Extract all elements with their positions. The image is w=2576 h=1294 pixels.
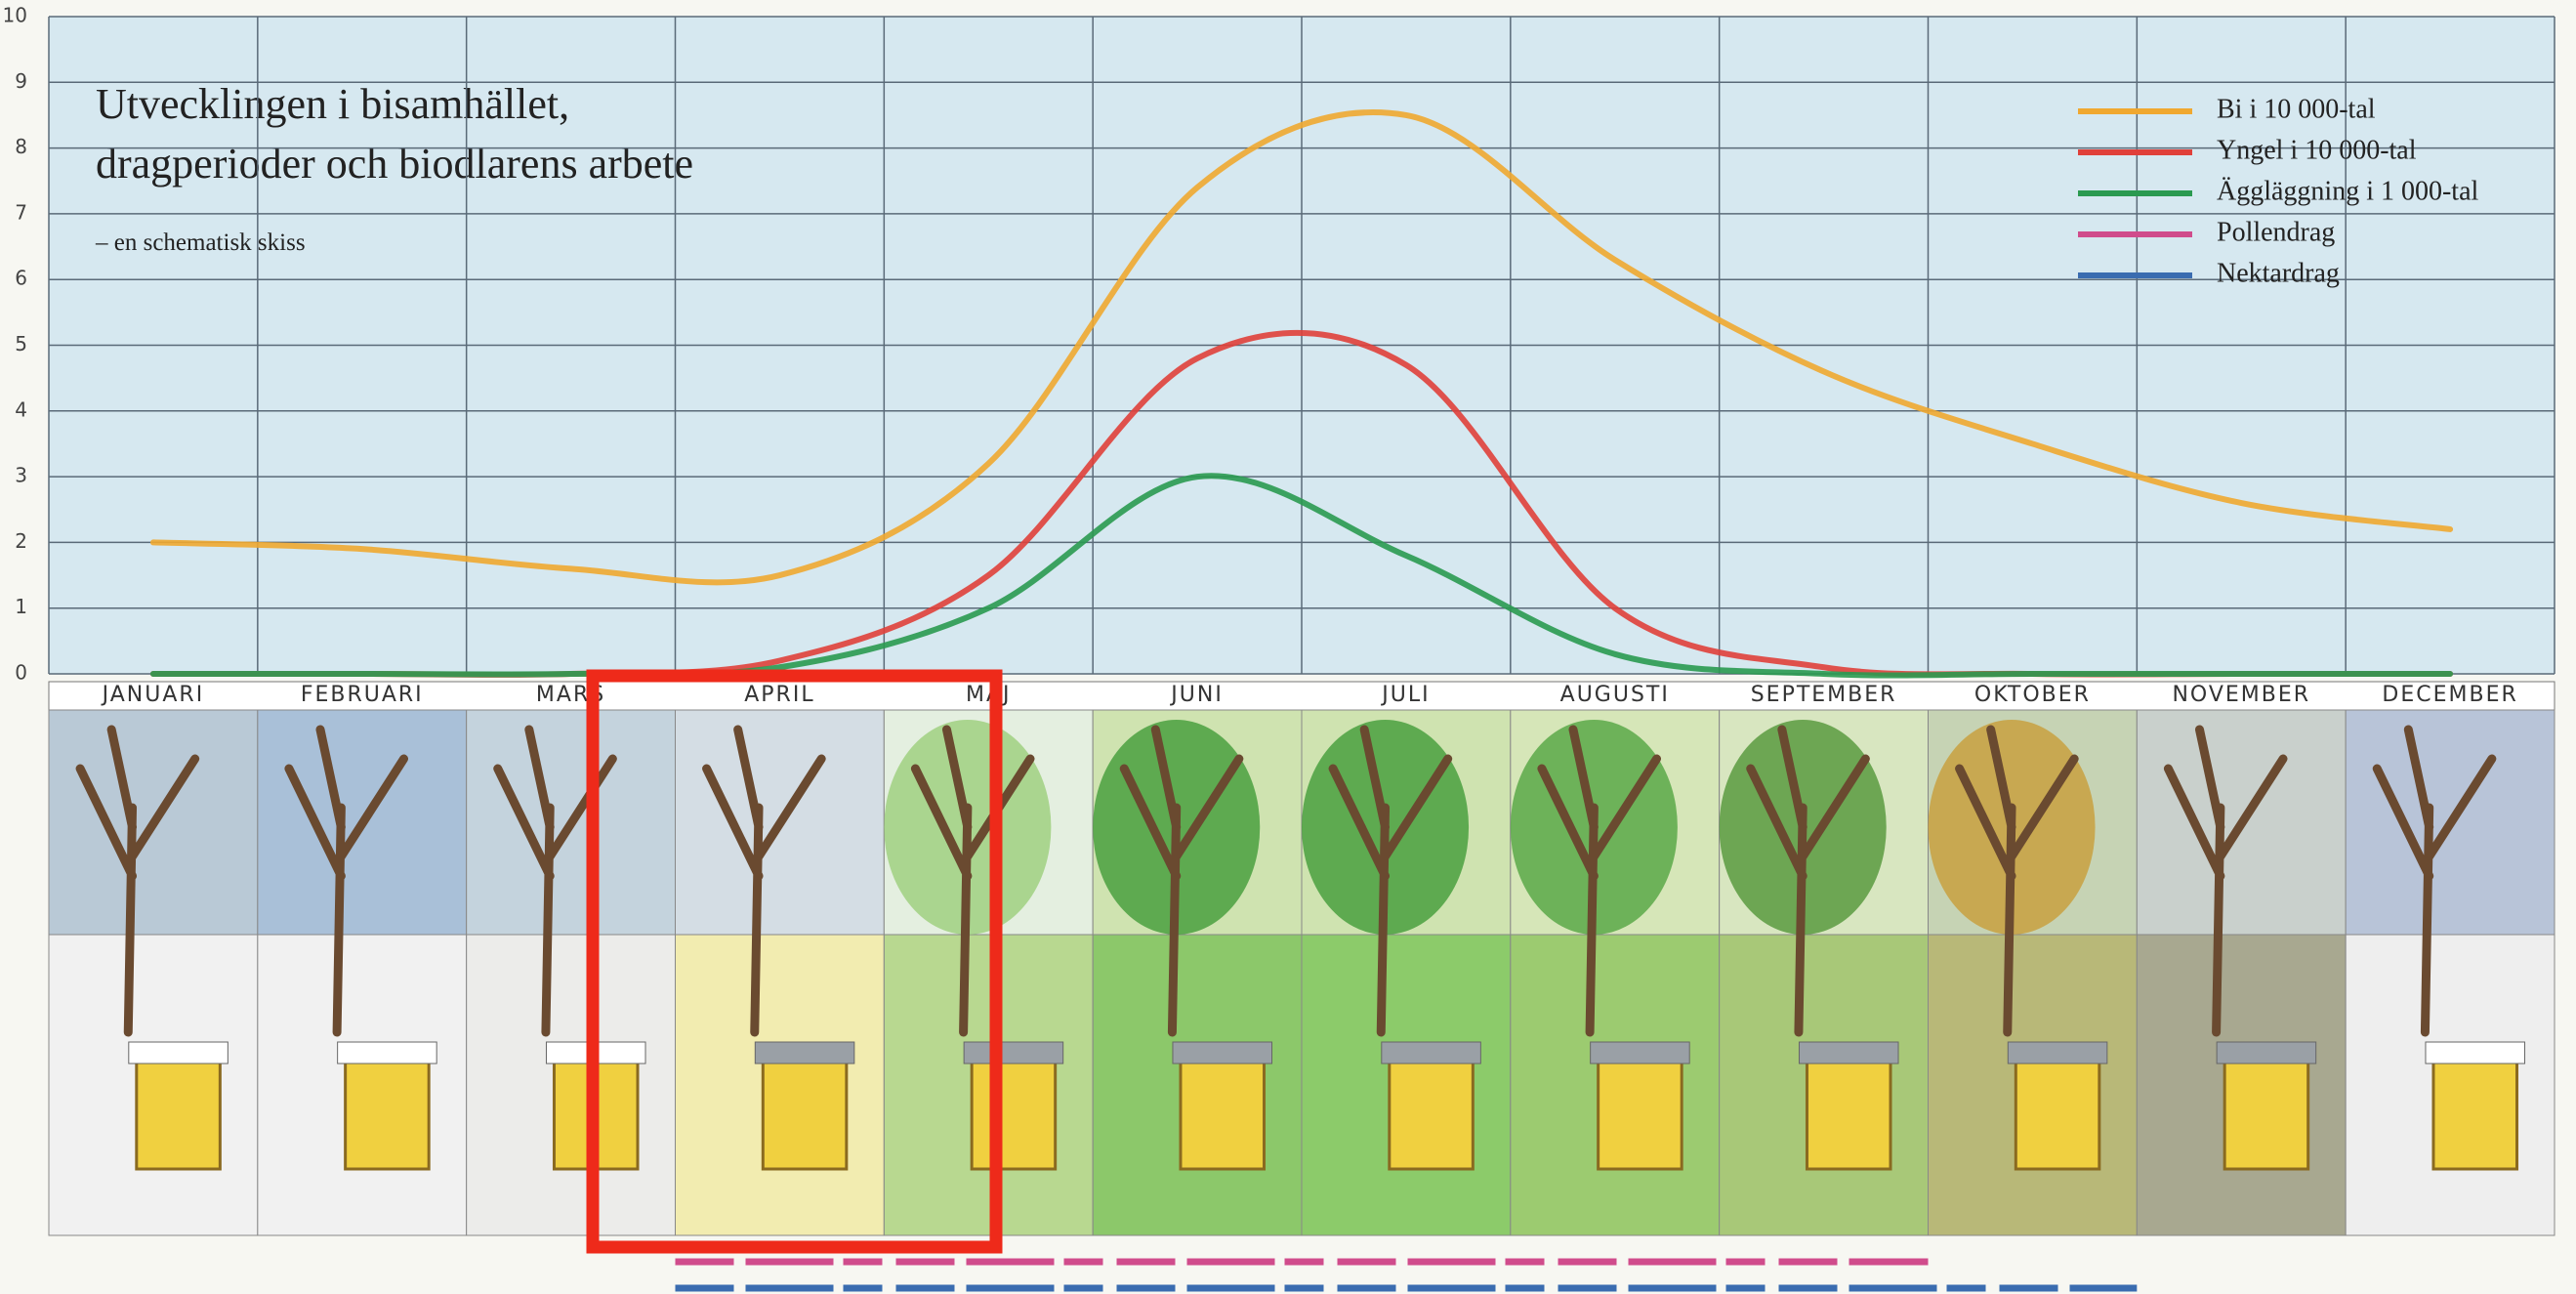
hive-roof bbox=[755, 1042, 854, 1064]
hive bbox=[346, 1062, 430, 1169]
month-label: OKTOBER bbox=[1974, 683, 2091, 707]
hive bbox=[972, 1062, 1056, 1169]
hive-roof bbox=[129, 1042, 229, 1064]
hive-roof bbox=[2217, 1042, 2316, 1064]
y-tick-label: 5 bbox=[15, 332, 27, 355]
legend-label: Pollendrag bbox=[2217, 217, 2335, 247]
y-tick-label: 2 bbox=[15, 529, 27, 553]
hive-roof bbox=[2008, 1042, 2107, 1064]
hive-roof bbox=[964, 1042, 1063, 1064]
hive bbox=[1390, 1062, 1474, 1169]
y-tick-label: 10 bbox=[3, 4, 27, 27]
legend-label: Bi i 10 000-tal bbox=[2217, 94, 2376, 124]
month-label: DECEMBER bbox=[2382, 683, 2517, 707]
month-label: AUGUSTI bbox=[1560, 683, 1670, 707]
chart-subtitle: – en schematisk skiss bbox=[95, 230, 306, 256]
month-label: FEBRUARI bbox=[301, 683, 424, 707]
month-label: JUNI bbox=[1169, 683, 1224, 707]
hive bbox=[1181, 1062, 1265, 1169]
y-tick-label: 4 bbox=[15, 397, 27, 421]
y-tick-label: 7 bbox=[15, 200, 27, 224]
month-label: JANUARI bbox=[101, 683, 205, 707]
legend-label: Äggläggning i 1 000-tal bbox=[2217, 176, 2479, 206]
hive bbox=[1599, 1062, 1683, 1169]
chart-title: Utvecklingen i bisamhället, bbox=[96, 80, 569, 128]
hive-roof bbox=[2426, 1042, 2525, 1064]
legend-label: Nektardrag bbox=[2217, 258, 2340, 288]
y-tick-label: 3 bbox=[15, 464, 27, 487]
month-label: SEPTEMBER bbox=[1751, 683, 1897, 707]
hive bbox=[2433, 1062, 2517, 1169]
y-tick-label: 6 bbox=[15, 267, 27, 290]
chart-title: dragperioder och biodlarens arbete bbox=[96, 140, 693, 188]
y-tick-label: 9 bbox=[15, 69, 27, 93]
hive-roof bbox=[1799, 1042, 1898, 1064]
page: {"chart_data": {"type": "line", "title":… bbox=[0, 0, 2576, 1294]
hive bbox=[137, 1062, 221, 1169]
month-label: JULI bbox=[1380, 683, 1430, 707]
hive-roof bbox=[1173, 1042, 1272, 1064]
legend-label: Yngel i 10 000-tal bbox=[2217, 135, 2417, 165]
hive bbox=[2015, 1062, 2099, 1169]
hive bbox=[763, 1062, 847, 1169]
hive-roof bbox=[1382, 1042, 1481, 1064]
y-tick-label: 8 bbox=[15, 135, 27, 158]
hive bbox=[2224, 1062, 2308, 1169]
hive-roof bbox=[1591, 1042, 1690, 1064]
month-label: APRIL bbox=[744, 683, 814, 707]
hive bbox=[1807, 1062, 1890, 1169]
month-label: NOVEMBER bbox=[2172, 683, 2310, 707]
y-tick-label: 0 bbox=[15, 661, 27, 685]
hive-roof bbox=[338, 1042, 437, 1064]
month-label: MAJ bbox=[966, 683, 1012, 707]
y-tick-label: 1 bbox=[15, 595, 27, 618]
chart: Utvecklingen i bisamhället, dragperioder… bbox=[0, 0, 2576, 1294]
